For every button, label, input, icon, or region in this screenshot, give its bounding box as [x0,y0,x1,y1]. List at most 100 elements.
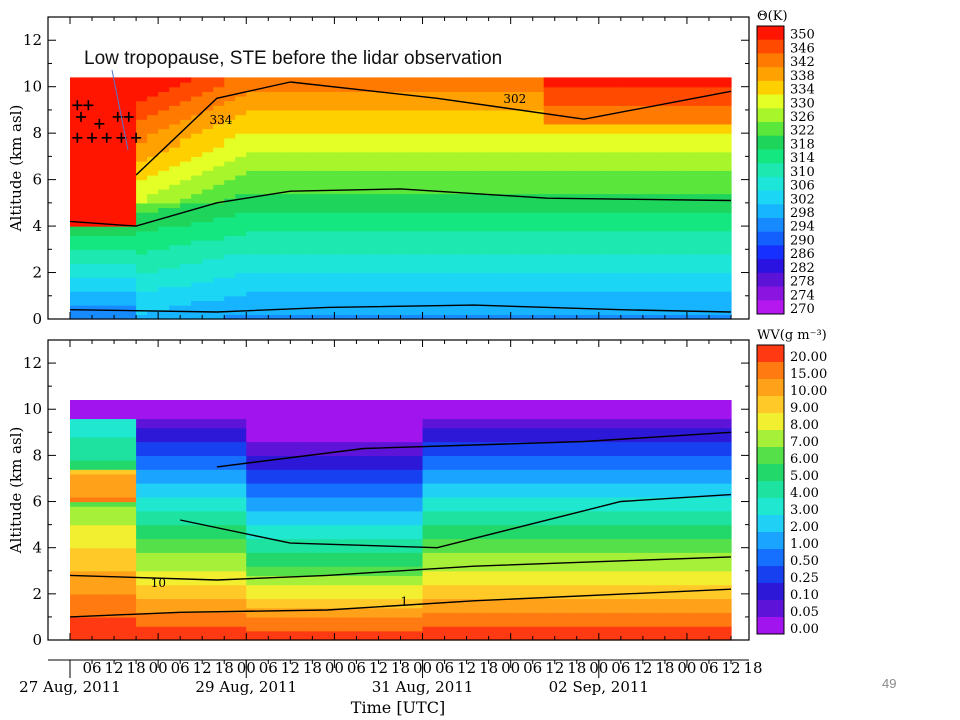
field-cell [191,133,203,139]
field-cell [114,413,126,420]
field-cell [444,281,457,288]
field-cell [686,119,699,125]
field-cell [334,161,347,167]
field-cell [422,515,435,521]
field-cell [576,295,589,302]
field-cell [345,184,358,190]
field-cell [576,161,589,167]
field-cell [532,240,545,246]
field-cell [664,230,677,236]
field-cell [268,291,280,297]
field-cell [114,400,126,406]
field-cell [180,561,192,567]
field-cell [631,151,644,157]
field-cell [103,432,115,438]
colorbar-swatch [757,26,784,41]
field-cell [521,230,534,236]
field-cell [257,455,269,461]
field-cell [92,137,104,144]
field-cell [389,82,402,88]
field-cell [708,291,721,297]
field-cell [169,300,181,306]
field-cell [565,128,578,134]
field-cell [235,263,247,269]
field-cell [609,216,622,223]
field-cell [279,400,291,406]
field-cell [323,616,335,623]
field-cell [631,305,644,311]
field-cell [114,515,126,521]
field-cell [411,561,424,567]
colorbar-label: 346 [790,41,815,56]
field-cell [279,529,291,535]
field-cell [345,165,358,171]
field-cell [334,91,347,97]
field-cell [367,161,380,167]
contour-label: 334 [210,113,233,127]
field-cell [323,295,335,302]
field-cell [389,538,402,544]
field-cell [598,133,611,139]
field-cell [642,253,655,260]
field-cell [191,598,203,604]
field-cell [268,483,280,489]
field-cell [422,82,435,88]
field-cell [378,212,391,218]
field-cell [257,487,269,493]
field-cell [224,221,236,227]
field-cell [235,77,247,83]
field-cell [334,314,347,320]
field-cell [543,119,556,125]
field-cell [378,114,391,120]
field-cell [444,174,457,181]
field-cell [587,82,600,88]
field-cell [147,598,159,604]
field-cell [433,621,446,627]
field-cell [312,427,324,433]
field-cell [169,612,181,618]
field-cell [576,151,589,157]
field-cell [290,128,302,134]
field-cell [499,147,512,153]
field-cell [268,221,280,227]
field-cell [389,165,402,171]
field-cell [257,142,269,148]
field-cell [191,221,203,227]
field-cell [620,95,633,102]
field-cell [180,575,192,581]
field-cell [653,244,666,250]
field-cell [290,520,302,526]
field-cell [334,235,347,241]
field-cell [224,109,236,116]
field-cell [268,258,280,264]
field-cell [444,184,457,190]
field-cell [499,123,512,130]
field-cell [114,226,126,232]
field-cell [367,612,380,618]
field-cell [180,235,192,241]
field-cell [202,441,214,447]
field-cell [697,114,710,120]
field-cell [158,584,170,590]
field-cell [180,423,192,429]
field-cell [180,123,192,130]
field-cell [444,314,457,320]
field-cell [147,400,159,406]
field-cell [147,230,159,236]
field-cell [125,478,137,484]
field-cell [257,263,269,269]
field-cell [103,598,115,604]
field-cell [565,119,578,125]
field-cell [356,404,369,410]
field-cell [158,174,170,181]
field-cell [455,109,468,116]
field-cell [488,230,501,236]
field-cell [455,147,468,153]
field-cell [268,418,280,424]
field-cell [301,510,313,516]
field-cell [103,119,115,125]
field-cell [235,603,247,609]
field-cell [620,207,633,213]
field-cell [598,119,611,125]
field-cell [620,249,633,255]
